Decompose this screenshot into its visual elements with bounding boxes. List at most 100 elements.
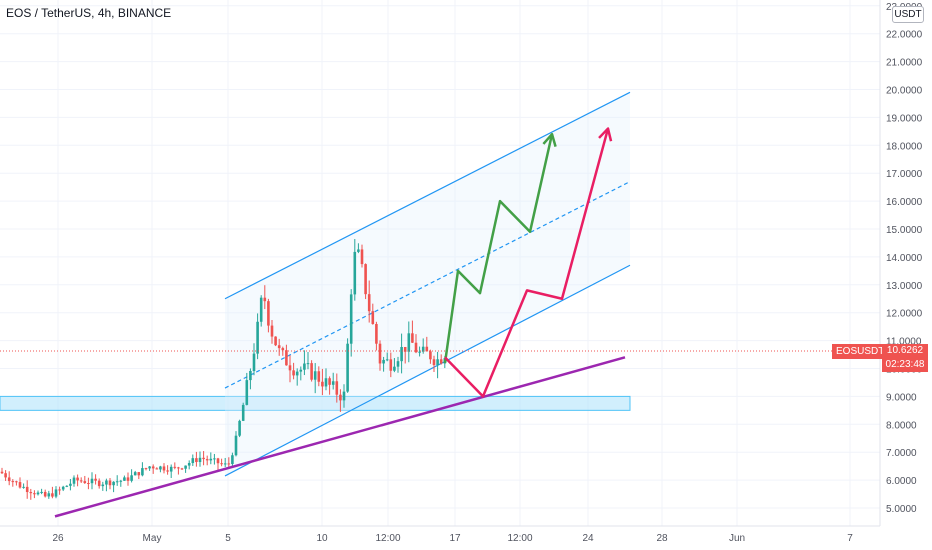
candle-body (396, 361, 400, 367)
price-axis[interactable]: 5.00006.00007.00008.00009.000010.000011.… (886, 2, 923, 515)
candle-body (292, 370, 295, 376)
time-tick-label: May (143, 533, 162, 544)
candle-body (7, 477, 11, 482)
candle-body (223, 463, 227, 465)
candle-body (0, 471, 4, 474)
candle-body (220, 463, 223, 465)
candle-body (108, 480, 112, 486)
candle-body (256, 321, 259, 354)
candle-body (169, 466, 173, 472)
candle-body (155, 468, 159, 470)
candle-body (328, 378, 331, 385)
candle-body (126, 477, 130, 481)
last-price-tag: 10.6262 02:23:48 (882, 344, 928, 372)
candle-body (130, 475, 133, 481)
green-arrowhead (542, 132, 557, 147)
candle-body (227, 463, 231, 465)
candle-body (288, 365, 292, 371)
price-tick-label: 18.0000 (886, 141, 923, 152)
candle-body (29, 492, 33, 494)
candle-body (339, 394, 342, 401)
price-tick-label: 6.0000 (886, 476, 917, 487)
candle-body (267, 301, 270, 326)
currency-button[interactable]: USDT (892, 6, 924, 23)
candle-body (205, 459, 209, 461)
candle-body (400, 347, 403, 362)
price-tick-label: 13.0000 (886, 281, 923, 292)
candle-body (133, 472, 137, 476)
candle-body (36, 492, 40, 495)
time-axis[interactable]: 26 May 5 10 12:00 17 12:00 24 28 Jun 7 (52, 533, 853, 544)
bullish-projection-path[interactable] (443, 133, 554, 364)
price-tick-label: 16.0000 (886, 197, 923, 208)
red-arrowhead (598, 127, 613, 142)
candle-body (259, 297, 263, 322)
candle-body (148, 466, 151, 469)
candle-body (87, 483, 90, 485)
candle-body (97, 480, 101, 487)
candle-body (425, 346, 429, 352)
candle-body (4, 473, 7, 478)
candle-body (436, 359, 439, 366)
candle-body (353, 251, 357, 295)
candle-body (317, 371, 321, 382)
candle-body (263, 297, 267, 302)
candle-body (72, 477, 76, 484)
candle-body (58, 489, 61, 491)
candle-body (83, 481, 87, 484)
candle-body (306, 363, 310, 365)
price-tick-label: 15.0000 (886, 225, 923, 236)
candle-body (335, 381, 339, 395)
candle-body (51, 493, 54, 497)
price-tick-label: 7.0000 (886, 448, 917, 459)
candle-body (105, 480, 108, 485)
candle-body (321, 381, 324, 387)
candle-body (245, 380, 249, 405)
candle-body (195, 458, 198, 463)
candle-body (137, 472, 141, 476)
price-tick-label: 17.0000 (886, 169, 923, 180)
candle-body (418, 351, 421, 353)
candle-body (101, 484, 105, 487)
candle-body (295, 371, 299, 376)
candle-body (439, 359, 443, 364)
candle-body (349, 294, 353, 344)
candle-body (371, 311, 375, 324)
time-tick-label: 7 (847, 533, 853, 544)
candle-body (11, 481, 15, 483)
candle-body (40, 491, 43, 493)
time-tick-label: 12:00 (507, 533, 532, 544)
candle-body (180, 468, 184, 470)
channel-upper-line[interactable] (224, 91, 631, 300)
candle-body (238, 420, 241, 436)
candle-body (216, 458, 220, 464)
candle-body (274, 336, 277, 346)
candle-body (112, 481, 115, 486)
candle-body (378, 343, 382, 364)
candle-body (202, 457, 205, 460)
support-trendline[interactable] (54, 356, 626, 518)
candle-body (191, 458, 195, 464)
candle-body (187, 463, 191, 466)
candle-body (382, 359, 385, 364)
alternative-projection-path[interactable] (444, 128, 610, 398)
candle-body (411, 333, 414, 343)
candle-body (389, 359, 393, 371)
time-tick-label: 12:00 (375, 533, 400, 544)
candle-body (270, 325, 274, 337)
candle-body (375, 323, 378, 344)
candle-body (277, 345, 281, 349)
candle-body (421, 346, 425, 352)
candle-body (115, 481, 119, 483)
candle-body (234, 435, 238, 456)
candle-body (414, 342, 418, 353)
candle-body (166, 470, 169, 472)
channel-lower-line[interactable] (224, 264, 631, 477)
channel-mid-line[interactable] (224, 181, 631, 389)
time-tick-label: 10 (316, 533, 328, 544)
candle-body (159, 466, 162, 470)
candle-body (198, 457, 202, 463)
candle-body (47, 493, 51, 497)
candle-body (25, 486, 29, 493)
